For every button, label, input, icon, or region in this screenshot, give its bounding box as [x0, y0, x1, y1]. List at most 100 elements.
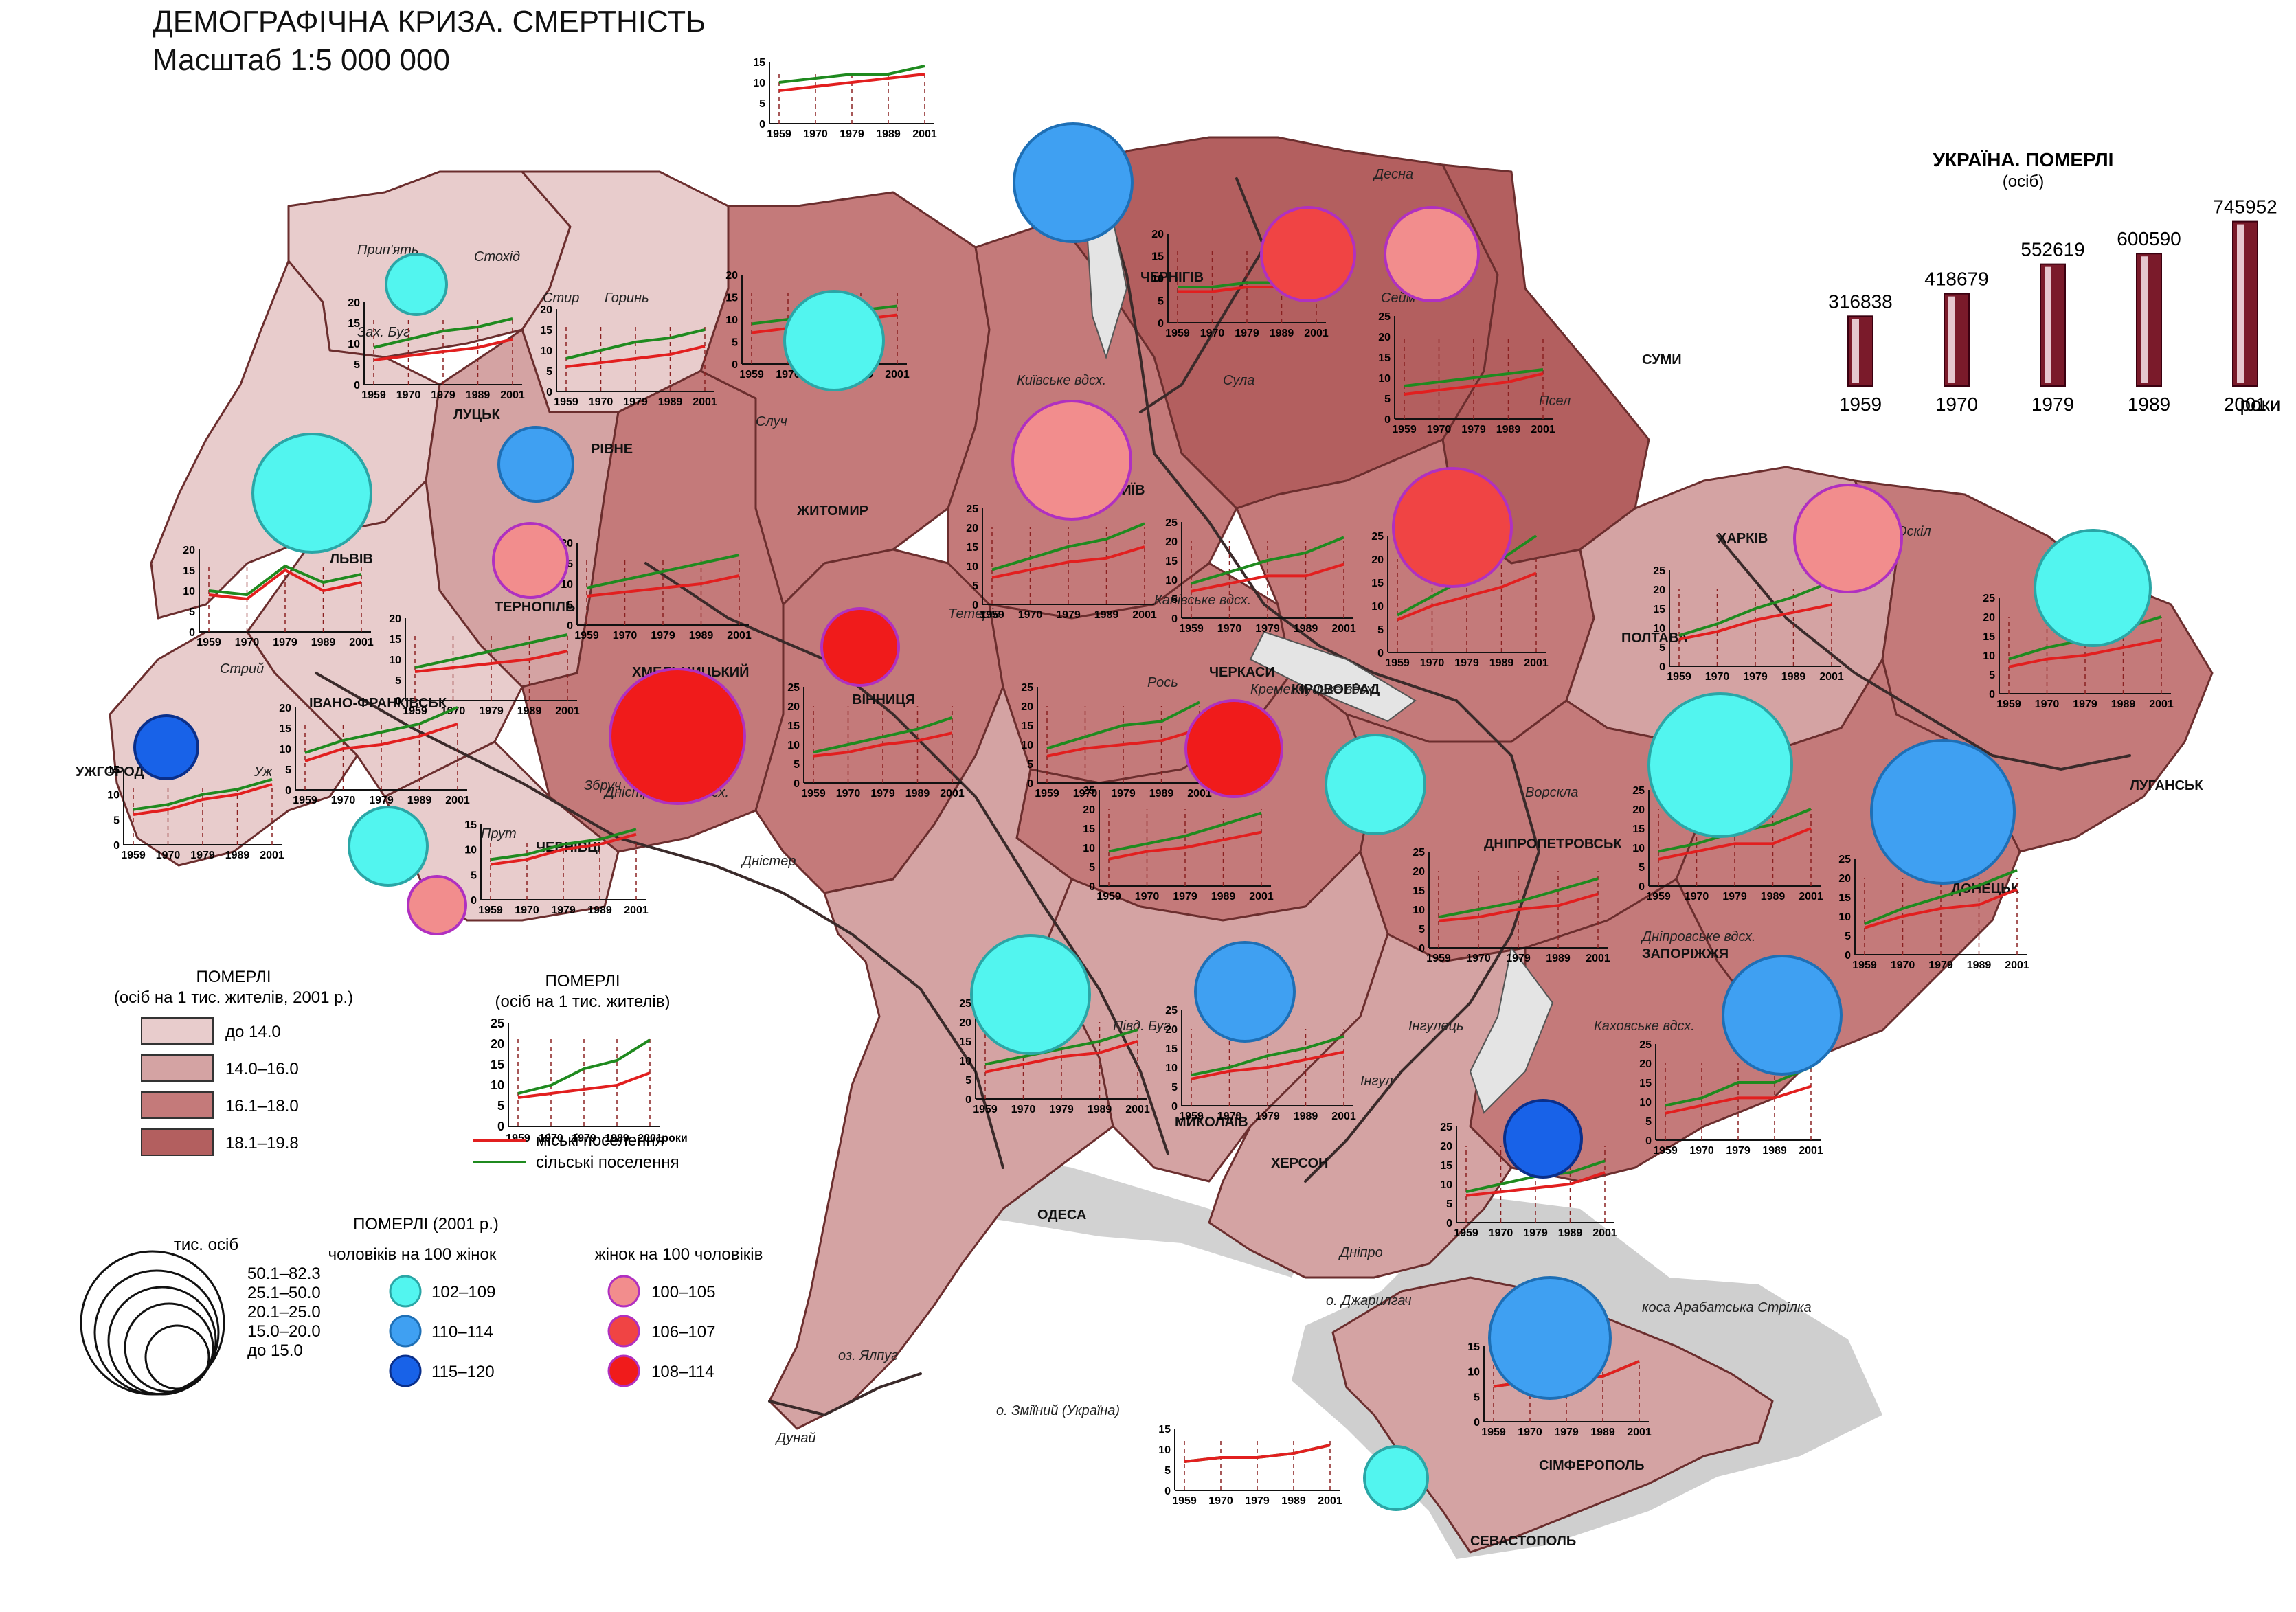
chart-tick-label: 25	[1378, 311, 1391, 323]
chart-tick-label: 5	[972, 580, 978, 592]
region-chart: 0 5 10 15 1959 1970 1979 1989 2001	[753, 57, 937, 140]
chart-tick-label: 20	[1983, 612, 1995, 624]
region-chart: 0 5 10 15 1959 1970 1979 1989 2001	[1158, 1424, 1342, 1507]
bar-highlight	[1948, 296, 1955, 383]
death-count-circle	[2034, 529, 2152, 647]
chart-year-label: 2001	[1799, 891, 1823, 903]
chart-year-label: 1959	[121, 850, 146, 861]
national-bar	[1847, 315, 1873, 387]
chart-tick-label: 10	[1467, 1367, 1480, 1378]
chart-year-label: 2001	[1627, 1427, 1652, 1438]
chart-year-label: 1970	[515, 905, 539, 916]
region-chart: 0 5 10 15 20 25 1959 1970 1979 1989 2001	[1021, 682, 1212, 799]
chart-tick-label: 0	[794, 778, 800, 790]
city-label: УЖГОРОД	[76, 764, 144, 780]
chart-year-label: 1989	[1489, 657, 1514, 669]
urban-series-line	[586, 574, 740, 598]
national-chart-title: УКРАЇНА. ПОМЕРЛІ	[1933, 149, 2114, 170]
chart-year-label: 1979	[551, 905, 576, 916]
rural-series-line	[490, 828, 637, 861]
region-chart: 0 5 10 15 1959 1970 1979 1989 2001	[464, 819, 649, 916]
chart-tick-label: 0	[1171, 1101, 1178, 1113]
legend-chart-tick: 15	[491, 1058, 504, 1071]
chart-year-label: 1959	[293, 795, 317, 806]
chart-year-label: 2001	[1331, 1111, 1356, 1122]
chart-tick-label: 5	[732, 337, 738, 349]
chart-year-label: 1959	[1172, 1495, 1197, 1507]
chart-year-label: 2001	[1586, 953, 1610, 964]
chart-tick-label: 15	[1653, 604, 1665, 615]
region-chart: 0 5 10 15 20 25 1959 1970 1979 1989 2001	[966, 503, 1157, 621]
rural-series-line	[1678, 580, 1832, 637]
death-count-circle	[1722, 955, 1843, 1076]
water-label: Ворскла	[1525, 785, 1578, 800]
chart-year-label: 1989	[1270, 328, 1294, 339]
chart-year-label: 1979	[369, 795, 394, 806]
river-desna	[1139, 177, 1266, 413]
legend-fill-label: 18.1–19.8	[225, 1134, 299, 1153]
chart-tick-label: 15	[1983, 631, 1995, 643]
city-label: ЛЬВІВ	[330, 552, 373, 567]
chart-year-label: 1959	[196, 637, 221, 648]
region-chart: 0 5 10 15 20 25 1959 1970 1979 1989 2001	[787, 682, 965, 799]
chart-year-label: 1970	[589, 396, 614, 408]
chart-year-label: 1970	[1208, 1495, 1233, 1507]
national-bar-value: 600590	[2117, 228, 2181, 249]
chart-year-label: 2001	[1799, 1145, 1823, 1157]
chart-year-label: 1989	[1546, 953, 1571, 964]
chart-year-label: 1989	[1781, 671, 1806, 683]
chart-tick-label: 10	[1639, 1097, 1652, 1109]
chart-tick-label: 5	[1384, 394, 1391, 405]
chart-tick-label: 25	[1083, 785, 1095, 797]
chart-year-label: 1970	[1200, 328, 1225, 339]
chart-tick-label: 5	[759, 98, 765, 110]
chart-year-label: 1970	[1466, 953, 1491, 964]
national-bar-value: 418679	[1924, 269, 1988, 290]
chart-tick-label: 25	[1838, 854, 1851, 865]
chart-tick-label: 25	[1632, 785, 1645, 797]
region-chart: 0 5 10 15 20 25 1959 1970 1979 1989 2001	[1165, 517, 1356, 635]
death-count-circle	[970, 934, 1091, 1055]
city-label: ДОНЕЦЬК	[1951, 881, 2020, 896]
map-title: ДЕМОГРАФІЧНА КРИЗА. СМЕРТНІСТЬ Масштаб 1…	[153, 3, 706, 80]
legend-men-label: 115–120	[431, 1363, 495, 1381]
legend-urban-line	[517, 1071, 651, 1099]
water-label: Стохід	[474, 249, 520, 264]
national-bar-year: 1979	[2031, 394, 2074, 415]
urban-series-line	[813, 731, 953, 758]
legend-size-circle	[144, 1324, 210, 1390]
reservoirs	[1084, 205, 1554, 1114]
chart-tick-label: 15	[389, 634, 401, 646]
oblast-odesa	[768, 685, 1114, 1430]
chart-year-label: 1959	[1653, 1145, 1678, 1157]
water-label: Інгулець	[1408, 1019, 1464, 1034]
chart-year-label: 2001	[1249, 891, 1274, 903]
legend-rural-label: сільські поселення	[536, 1153, 679, 1172]
chart-tick-label: 5	[1171, 1082, 1178, 1093]
water-label: Київське вдсх.	[1017, 373, 1106, 388]
chart-tick-label: 20	[1083, 804, 1095, 816]
chart-year-label: 1959	[1385, 657, 1410, 669]
chart-tick-label: 5	[354, 359, 360, 371]
chart-year-label: 1959	[1454, 1227, 1478, 1239]
urban-series-line	[1438, 892, 1599, 922]
chart-tick-label: 15	[1440, 1160, 1452, 1172]
chart-tick-label: 15	[1371, 578, 1384, 589]
chart-year-label: 2001	[1304, 328, 1329, 339]
chart-tick-label: 5	[965, 1075, 971, 1087]
river-dunai	[768, 1372, 922, 1417]
chart-year-label: 1989	[225, 850, 250, 861]
city-label: СУМИ	[1642, 352, 1682, 367]
death-count-circle	[820, 607, 900, 687]
chart-year-label: 1970	[1018, 609, 1043, 621]
region-chart: 0 5 10 15 20 1959 1970 1979 1989 2001	[389, 613, 580, 717]
legend-rural-line	[517, 1038, 651, 1095]
chart-tick-label: 0	[1639, 881, 1645, 893]
chart-tick-label: 20	[1440, 1141, 1452, 1153]
chart-year-label: 2001	[1592, 1227, 1617, 1239]
chart-tick-label: 25	[1021, 682, 1033, 694]
legend-sex-title: ПОМЕРЛІ (2001 р.)	[353, 1215, 499, 1234]
chart-tick-label: 10	[1413, 905, 1425, 916]
chart-tick-label: 10	[348, 339, 360, 350]
legend-chart-year: 1970	[539, 1133, 563, 1144]
